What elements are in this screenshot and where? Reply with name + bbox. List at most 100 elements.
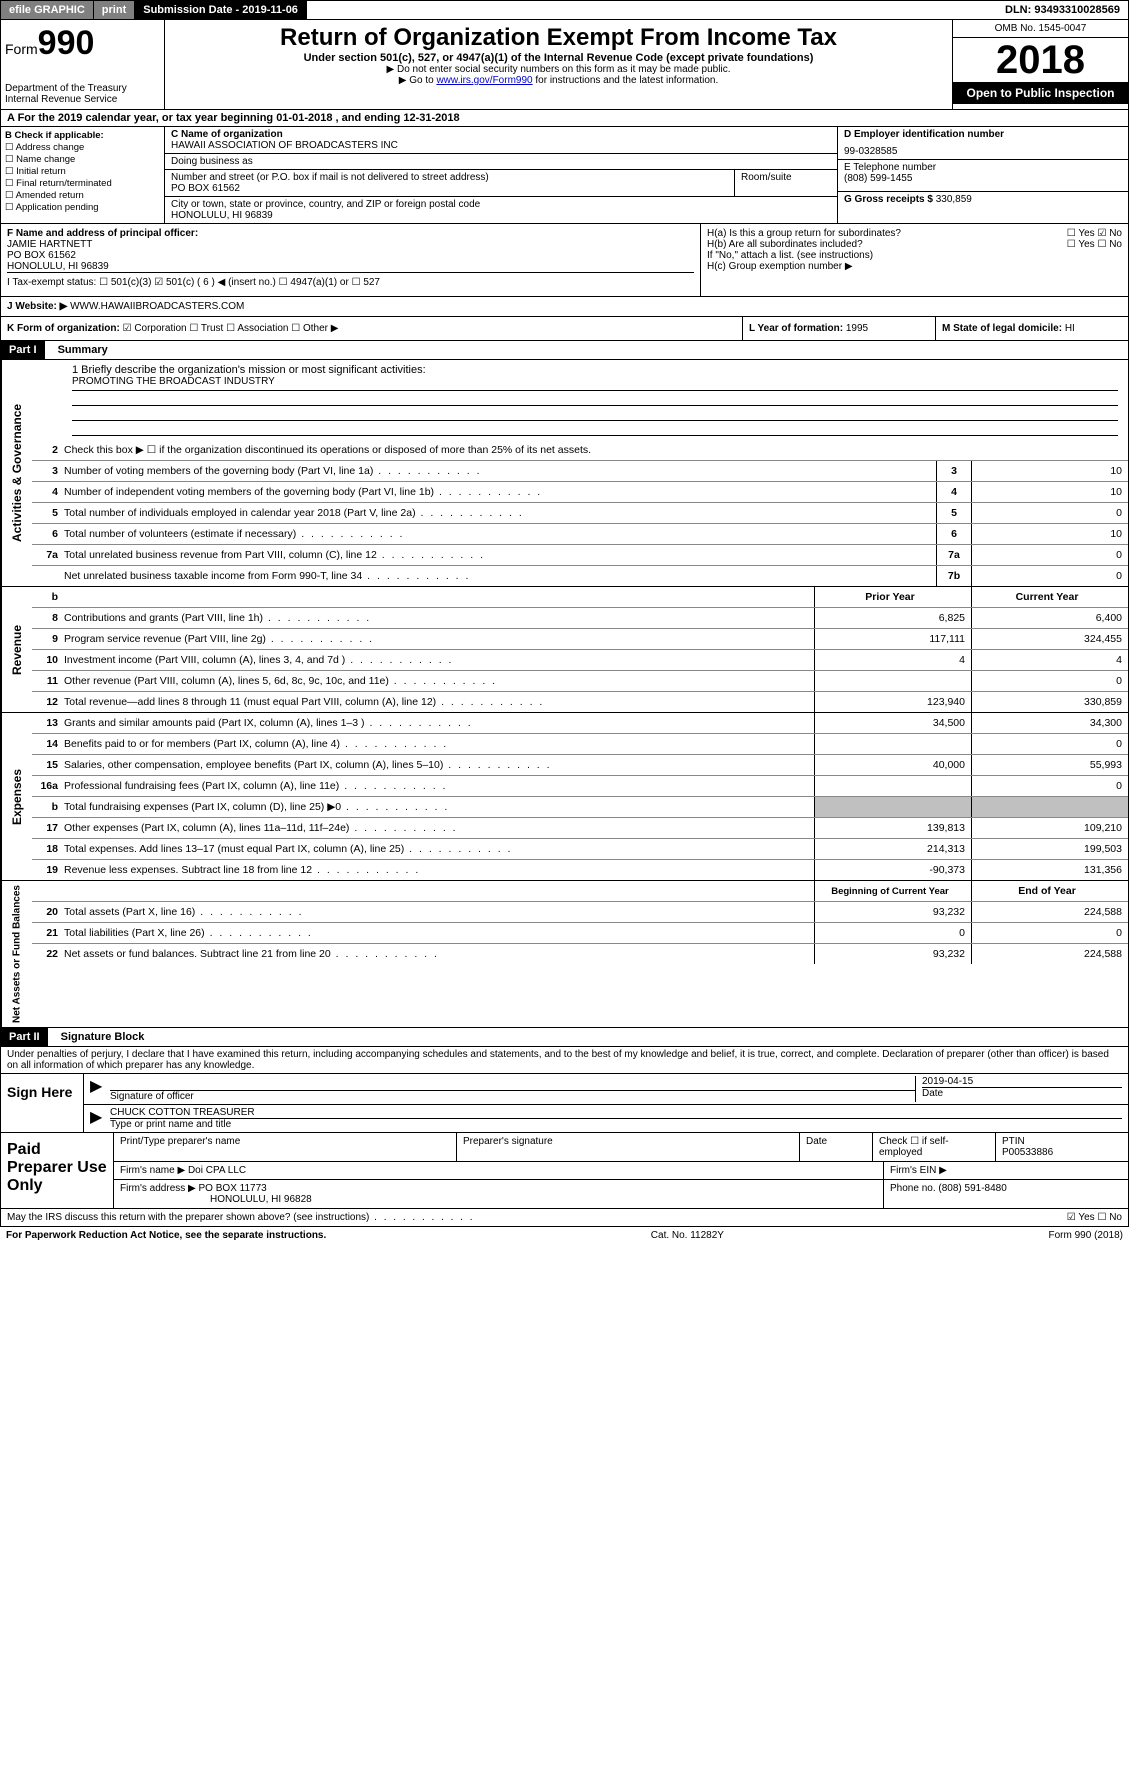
phone-label: E Telephone number <box>844 162 1122 173</box>
section-bcd: B Check if applicable: Address change Na… <box>0 127 1129 224</box>
gov-line: 7aTotal unrelated business revenue from … <box>32 545 1128 566</box>
hb-no[interactable]: No <box>1097 239 1122 250</box>
expense-line: 15Salaries, other compensation, employee… <box>32 755 1128 776</box>
prior-year-header: Prior Year <box>814 587 971 607</box>
firm-addr-2: HONOLULU, HI 96828 <box>120 1194 877 1205</box>
chk-501c[interactable]: 501(c) ( 6 ) ◀ (insert no.) <box>154 277 276 288</box>
revenue-line: 9Program service revenue (Part VIII, lin… <box>32 629 1128 650</box>
print-button[interactable]: print <box>94 1 135 19</box>
form-title: Return of Organization Exempt From Incom… <box>169 24 948 52</box>
chk-application-pending[interactable]: Application pending <box>5 202 160 213</box>
part-2-header: Part II Signature Block <box>0 1028 1129 1047</box>
chk-corporation[interactable]: Corporation <box>123 323 187 334</box>
form-note-2: ▶ Go to www.irs.gov/Form990 for instruct… <box>169 75 948 86</box>
header-left: Form990 Department of the Treasury Inter… <box>1 20 165 109</box>
chk-initial-return[interactable]: Initial return <box>5 166 160 177</box>
efile-label: efile GRAPHIC <box>1 1 94 19</box>
org-name-label: C Name of organization <box>171 129 831 140</box>
officer-label: F Name and address of principal officer: <box>7 228 694 239</box>
gov-line: 2Check this box ▶ ☐ if the organization … <box>32 440 1128 461</box>
form-subtitle: Under section 501(c), 527, or 4947(a)(1)… <box>169 52 948 64</box>
room-suite: Room/suite <box>734 170 837 196</box>
chk-trust[interactable]: Trust <box>189 323 223 334</box>
net-asset-line: 21Total liabilities (Part X, line 26)00 <box>32 923 1128 944</box>
begin-year-header: Beginning of Current Year <box>814 881 971 901</box>
ptin-cell: PTINP00533886 <box>996 1133 1128 1161</box>
hc-label: H(c) Group exemption number ▶ <box>707 261 1122 272</box>
footer-left: For Paperwork Reduction Act Notice, see … <box>6 1230 326 1241</box>
part-1-badge: Part I <box>1 341 45 359</box>
hb-label: H(b) Are all subordinates included? <box>707 239 863 250</box>
end-year-header: End of Year <box>971 881 1128 901</box>
revenue-line: 10Investment income (Part VIII, column (… <box>32 650 1128 671</box>
status-label: I Tax-exempt status: <box>7 277 96 288</box>
print-name-label: Type or print name and title <box>110 1118 1122 1130</box>
ha-no[interactable]: No <box>1097 228 1122 239</box>
section-klm: K Form of organization: Corporation Trus… <box>0 317 1129 341</box>
section-b: B Check if applicable: Address change Na… <box>1 127 165 223</box>
officer-name: JAMIE HARTNETT <box>7 239 694 250</box>
instructions-link[interactable]: www.irs.gov/Form990 <box>436 75 532 86</box>
mission-blank-1 <box>72 391 1118 406</box>
part-2-label: Signature Block <box>51 1031 145 1043</box>
chk-final-return[interactable]: Final return/terminated <box>5 178 160 189</box>
tax-year: 2018 <box>953 38 1128 82</box>
section-c: C Name of organization HAWAII ASSOCIATIO… <box>165 127 837 223</box>
side-governance: Activities & Governance <box>1 360 32 586</box>
mission-q: 1 Briefly describe the organization's mi… <box>72 364 1118 376</box>
sig-arrow-icon: ▶ <box>90 1076 110 1102</box>
gov-line: 5Total number of individuals employed in… <box>32 503 1128 524</box>
footer-center: Cat. No. 11282Y <box>651 1230 724 1241</box>
firm-phone-label: Phone no. <box>890 1183 936 1194</box>
period-row: A For the 2019 calendar year, or tax yea… <box>0 110 1129 127</box>
discuss-row: May the IRS discuss this return with the… <box>0 1209 1129 1227</box>
paid-preparer-section: Paid Preparer Use Only Print/Type prepar… <box>0 1133 1129 1209</box>
page-footer: For Paperwork Reduction Act Notice, see … <box>0 1227 1129 1244</box>
header-center: Return of Organization Exempt From Incom… <box>165 20 952 109</box>
chk-association[interactable]: Association <box>226 323 288 334</box>
mission-text: PROMOTING THE BROADCAST INDUSTRY <box>72 376 1118 391</box>
chk-501c3[interactable]: 501(c)(3) <box>99 277 151 288</box>
gross-value: 330,859 <box>936 194 972 205</box>
part-2-badge: Part II <box>1 1028 48 1046</box>
gov-line: Net unrelated business taxable income fr… <box>32 566 1128 586</box>
hb-yes[interactable]: Yes <box>1067 239 1095 250</box>
chk-address-change[interactable]: Address change <box>5 142 160 153</box>
sign-here-label: Sign Here <box>1 1074 84 1132</box>
org-name: HAWAII ASSOCIATION OF BROADCASTERS INC <box>171 140 831 151</box>
chk-other[interactable]: Other ▶ <box>291 323 338 334</box>
mission-blank-2 <box>72 406 1118 421</box>
governance-section: Activities & Governance 1 Briefly descri… <box>0 360 1129 587</box>
chk-4947[interactable]: 4947(a)(1) or <box>279 277 349 288</box>
form-number: 990 <box>38 24 95 62</box>
hb-note: If "No," attach a list. (see instruction… <box>707 250 1122 261</box>
date-label: Date <box>922 1087 1122 1099</box>
section-m: M State of legal domicile: HI <box>935 317 1128 340</box>
revenue-section: Revenue b Prior Year Current Year 8Contr… <box>0 587 1129 713</box>
gov-line: 6Total number of volunteers (estimate if… <box>32 524 1128 545</box>
self-employed-check[interactable]: Check ☐ if self-employed <box>873 1133 996 1161</box>
phone-value: (808) 599-1455 <box>844 173 1122 184</box>
firm-addr-1: PO BOX 11773 <box>199 1183 267 1194</box>
ha-yes[interactable]: Yes <box>1067 228 1095 239</box>
city-label: City or town, state or province, country… <box>171 199 831 210</box>
ein-label: D Employer identification number <box>844 129 1122 140</box>
section-f: F Name and address of principal officer:… <box>1 224 700 296</box>
discuss-no[interactable]: No <box>1097 1212 1122 1223</box>
chk-amended-return[interactable]: Amended return <box>5 190 160 201</box>
net-asset-line: 22Net assets or fund balances. Subtract … <box>32 944 1128 964</box>
chk-name-change[interactable]: Name change <box>5 154 160 165</box>
form-note-1: ▶ Do not enter social security numbers o… <box>169 64 948 75</box>
chk-527[interactable]: 527 <box>352 277 380 288</box>
discuss-yes[interactable]: Yes <box>1067 1212 1095 1223</box>
footer-right: Form 990 (2018) <box>1049 1230 1123 1241</box>
firm-ein-label: Firm's EIN ▶ <box>884 1162 1128 1179</box>
expense-line: bTotal fundraising expenses (Part IX, co… <box>32 797 1128 818</box>
side-net-assets: Net Assets or Fund Balances <box>1 881 32 1027</box>
section-fh: F Name and address of principal officer:… <box>0 224 1129 297</box>
firm-name: Doi CPA LLC <box>188 1165 246 1176</box>
gross-label: G Gross receipts $ <box>844 194 933 205</box>
website-label: J Website: ▶ <box>7 301 67 312</box>
preparer-sig-header: Preparer's signature <box>457 1133 800 1161</box>
section-h: H(a) Is this a group return for subordin… <box>700 224 1128 296</box>
